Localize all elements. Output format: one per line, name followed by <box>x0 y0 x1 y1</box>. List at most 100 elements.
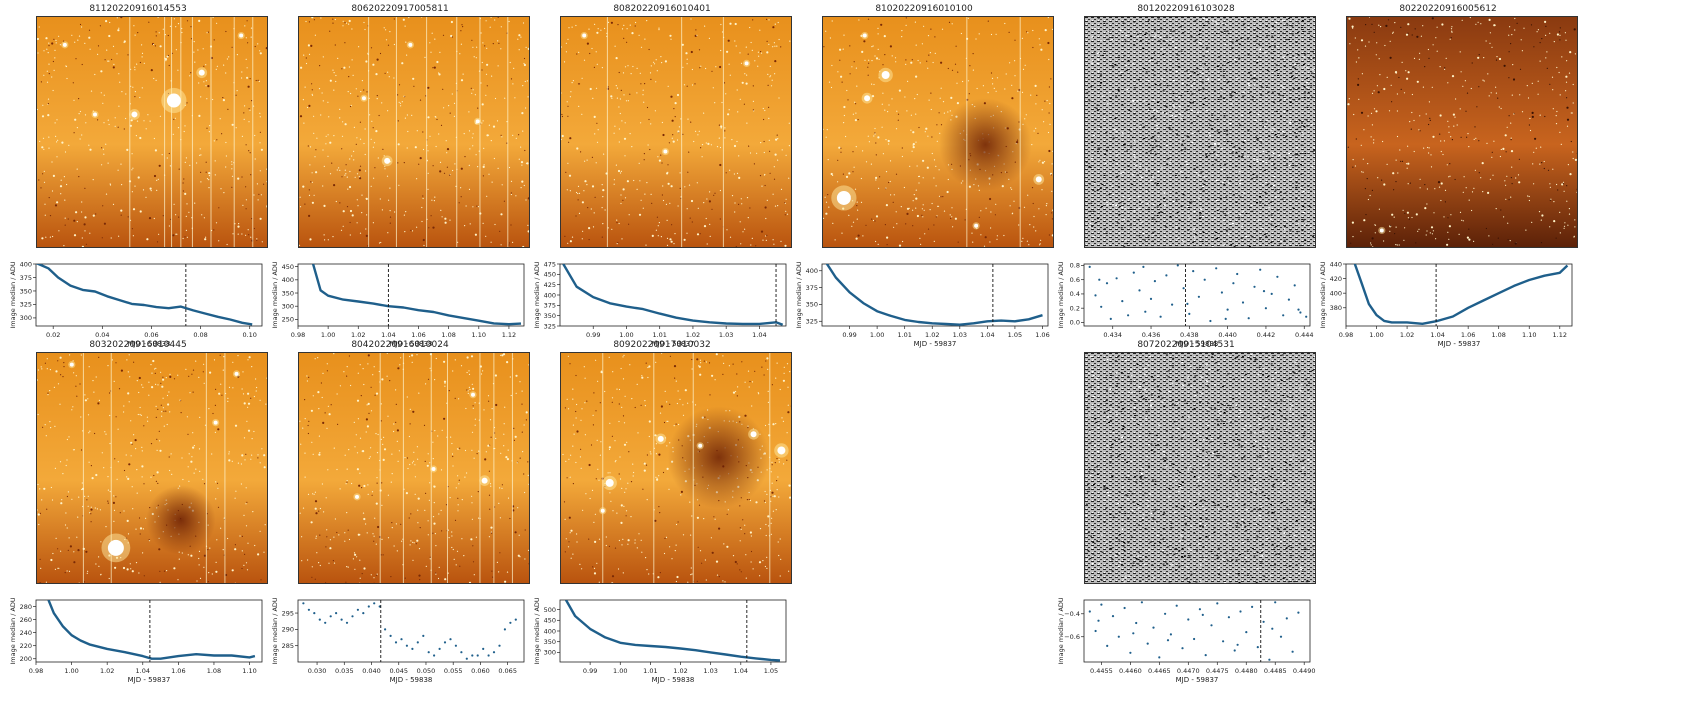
x-tick-label: 1.08 <box>441 331 455 339</box>
noise-pixel <box>1114 64 1117 65</box>
noise-pixel <box>346 206 349 208</box>
noise-pixel <box>206 178 209 180</box>
noise-pixel <box>763 118 765 121</box>
noise-pixel <box>526 162 529 165</box>
noise-pixel <box>1292 164 1295 166</box>
noise-pixel <box>438 73 441 76</box>
noise-pixel <box>46 508 48 510</box>
noise-pixel <box>169 411 171 413</box>
noise-pixel <box>1206 47 1209 49</box>
y-tick-label: 420 <box>1330 275 1342 283</box>
noise-pixel <box>158 548 161 551</box>
noise-pixel <box>1487 73 1489 75</box>
noise-pixel <box>592 97 594 99</box>
noise-pixel <box>366 425 369 428</box>
noise-pixel <box>1556 183 1558 186</box>
noise-pixel <box>1225 229 1228 231</box>
noise-pixel <box>1143 138 1146 139</box>
noise-pixel <box>1103 174 1106 176</box>
noise-pixel <box>1447 82 1449 84</box>
noise-pixel <box>933 240 935 242</box>
noise-pixel <box>1186 84 1189 86</box>
noise-pixel <box>583 190 585 192</box>
noise-pixel <box>477 166 479 168</box>
noise-pixel <box>72 406 74 408</box>
noise-pixel <box>385 29 387 31</box>
noise-pixel <box>411 354 414 357</box>
noise-pixel <box>668 142 670 144</box>
noise-pixel <box>684 186 686 188</box>
noise-pixel <box>1033 215 1035 218</box>
star <box>384 157 391 164</box>
noise-pixel <box>1133 153 1136 155</box>
noise-pixel <box>404 577 406 579</box>
noise-pixel <box>1177 237 1180 239</box>
noise-pixel <box>1468 238 1471 241</box>
noise-pixel <box>1405 33 1409 36</box>
noise-pixel <box>190 38 193 40</box>
noise-pixel <box>434 379 436 381</box>
noise-pixel <box>1179 113 1182 115</box>
noise-pixel <box>523 184 525 187</box>
noise-pixel <box>208 408 210 410</box>
noise-pixel <box>183 178 185 180</box>
noise-pixel <box>515 374 518 377</box>
noise-pixel <box>87 505 89 507</box>
noise-pixel <box>718 124 720 126</box>
noise-pixel <box>405 41 407 43</box>
noise-pixel <box>592 583 593 584</box>
noise-pixel <box>1041 189 1043 191</box>
noise-pixel <box>411 230 414 232</box>
noise-pixel <box>921 214 923 216</box>
noise-pixel <box>840 75 843 78</box>
noise-pixel <box>718 576 720 578</box>
noise-pixel <box>884 109 886 111</box>
noise-pixel <box>896 223 898 225</box>
noise-pixel <box>1040 239 1042 241</box>
noise-pixel <box>1300 186 1303 188</box>
noise-pixel <box>40 567 42 569</box>
exposure-image-svg <box>299 353 529 583</box>
noise-pixel <box>1149 108 1151 110</box>
noise-pixel <box>629 24 631 26</box>
noise-pixel <box>1219 68 1222 70</box>
noise-pixel <box>153 77 155 80</box>
noise-pixel <box>1092 235 1095 237</box>
noise-pixel <box>1247 247 1249 248</box>
noise-pixel <box>636 188 638 190</box>
noise-pixel <box>762 560 764 562</box>
noise-pixel <box>790 357 791 359</box>
noise-pixel <box>1190 75 1193 77</box>
noise-pixel <box>109 442 111 445</box>
noise-pixel <box>381 482 383 484</box>
noise-pixel <box>584 180 587 183</box>
noise-pixel <box>73 132 75 134</box>
noise-pixel <box>1207 198 1210 200</box>
noise-pixel <box>593 66 595 68</box>
noise-pixel <box>248 356 251 359</box>
noise-pixel <box>373 582 375 583</box>
noise-pixel <box>500 452 502 454</box>
noise-pixel <box>682 66 684 68</box>
noise-pixel <box>1179 171 1182 173</box>
noise-pixel <box>376 482 378 484</box>
noise-pixel <box>1134 165 1137 167</box>
noise-pixel <box>633 179 635 182</box>
noise-pixel <box>1413 150 1415 153</box>
noise-pixel <box>1153 36 1156 38</box>
noise-pixel <box>1038 38 1040 40</box>
noise-pixel <box>205 64 207 66</box>
noise-pixel <box>865 224 867 226</box>
noise-pixel <box>406 114 408 116</box>
x-tick-label: 0.98 <box>291 331 305 339</box>
noise-pixel <box>1500 209 1502 211</box>
noise-pixel <box>1418 58 1420 60</box>
noise-pixel <box>1206 109 1209 111</box>
noise-pixel <box>418 548 421 550</box>
x-tick-label: 0.065 <box>498 667 517 675</box>
noise-pixel <box>1294 63 1296 65</box>
noise-pixel <box>889 160 892 162</box>
noise-pixel <box>491 75 493 77</box>
noise-pixel <box>935 216 937 218</box>
noise-pixel <box>1285 136 1288 138</box>
